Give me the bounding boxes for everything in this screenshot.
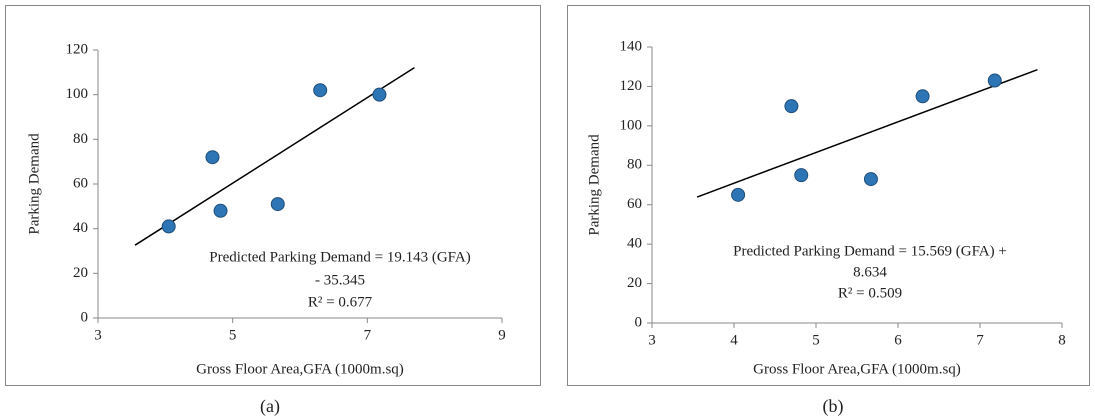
point xyxy=(205,150,220,165)
point xyxy=(863,172,878,187)
y-tick-label: 100 xyxy=(66,86,89,102)
x-tick-label: 9 xyxy=(498,327,506,343)
x-tick-label: 6 xyxy=(894,332,902,348)
point xyxy=(313,83,328,98)
y-tick-label: 20 xyxy=(627,275,642,291)
point xyxy=(213,203,228,218)
y-tick-label: 120 xyxy=(66,41,89,57)
point xyxy=(161,219,176,234)
x-axis-title: Gross Floor Area,GFA (1000m.sq) xyxy=(753,361,961,377)
x-tick-label: 7 xyxy=(976,332,984,348)
equation-label: - 35.345 xyxy=(315,272,365,288)
y-tick-label: 80 xyxy=(73,131,88,147)
x-tick-label: 3 xyxy=(94,327,102,343)
equation-label: R² = 0.509 xyxy=(838,285,902,301)
chart-frame xyxy=(5,5,541,386)
y-tick-label: 120 xyxy=(620,78,643,94)
point xyxy=(270,197,285,212)
trendline xyxy=(134,67,415,246)
point xyxy=(915,89,930,104)
y-tick-label: 140 xyxy=(620,38,643,54)
y-tick-label: 0 xyxy=(635,314,643,330)
y-tick-label: 60 xyxy=(627,196,642,212)
x-axis-title: Gross Floor Area,GFA (1000m.sq) xyxy=(196,361,404,377)
point xyxy=(784,99,799,114)
y-axis-title: Parking Demand xyxy=(586,134,602,236)
caption: (a) xyxy=(260,396,280,417)
chart-frame xyxy=(567,5,1090,386)
y-tick-label: 100 xyxy=(620,117,643,133)
y-tick-label: 60 xyxy=(73,175,88,191)
point xyxy=(372,87,387,102)
y-tick-label: 0 xyxy=(81,309,89,325)
y-tick-label: 80 xyxy=(627,157,642,173)
equation-label: R² = 0.677 xyxy=(308,294,373,310)
y-axis-title: Parking Demand xyxy=(26,133,42,235)
equation-label: Predicted Parking Demand = 15.569 (GFA) … xyxy=(733,243,1007,259)
point xyxy=(987,73,1002,88)
y-tick-label: 40 xyxy=(627,236,642,252)
trendline xyxy=(696,68,1038,198)
x-tick-label: 4 xyxy=(730,332,738,348)
x-tick-label: 8 xyxy=(1058,332,1066,348)
equation-label: 8.634 xyxy=(853,264,887,280)
point xyxy=(794,168,809,183)
y-tick-label: 40 xyxy=(73,220,88,236)
equation-label: Predicted Parking Demand = 19.143 (GFA) xyxy=(209,249,470,265)
x-tick-label: 3 xyxy=(648,332,656,348)
y-tick-label: 20 xyxy=(73,265,88,281)
point xyxy=(731,187,746,202)
x-tick-label: 5 xyxy=(229,327,237,343)
x-tick-label: 5 xyxy=(812,332,820,348)
x-tick-label: 7 xyxy=(364,327,372,343)
caption: (b) xyxy=(823,396,844,417)
